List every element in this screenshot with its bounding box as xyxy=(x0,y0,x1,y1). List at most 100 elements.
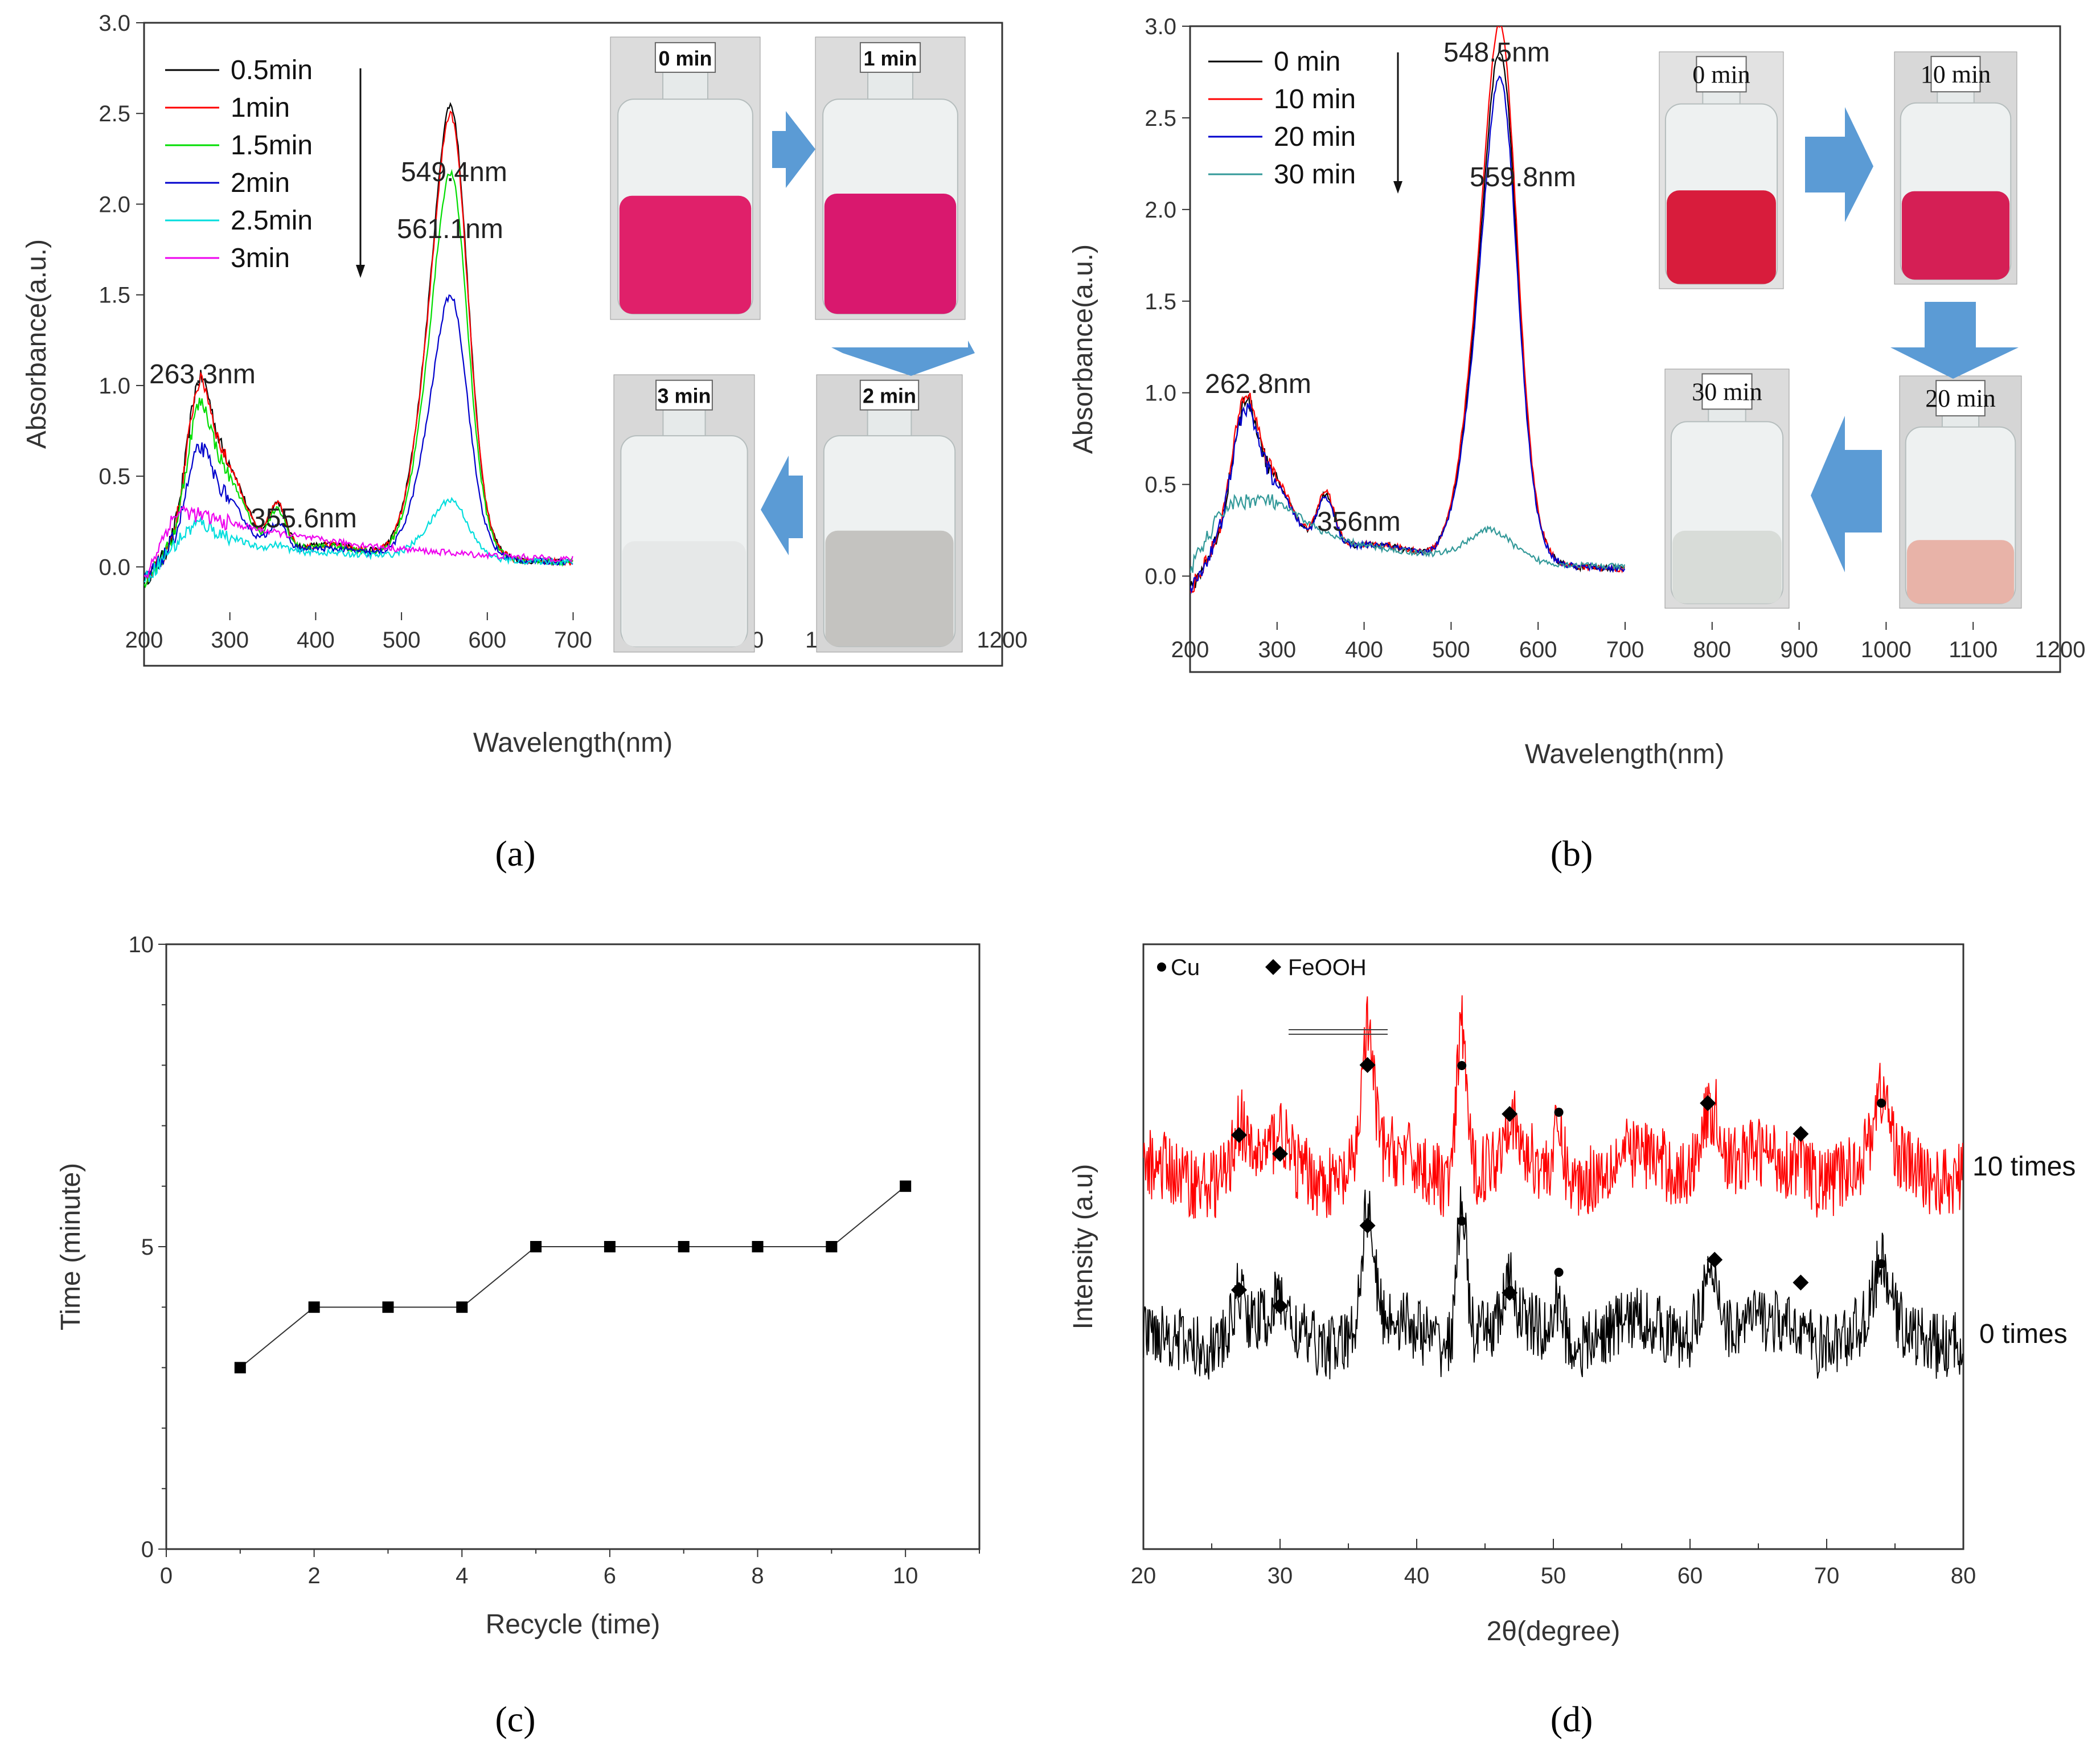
data-point-3 xyxy=(382,1301,394,1313)
y-tick-label: 5 xyxy=(141,1235,154,1260)
bottle-liquid xyxy=(1672,530,1782,604)
bottle-liquid xyxy=(824,193,957,314)
legend-cu-label: Cu xyxy=(1171,955,1200,980)
peak-annotation-1: 355.6nm xyxy=(251,503,357,534)
trend-arrowhead-b xyxy=(1393,181,1402,194)
panel-label-b: (b) xyxy=(1551,833,1593,874)
photo-label-box xyxy=(1930,56,1981,93)
x-axis-label-b: Wavelength(nm) xyxy=(1525,739,1724,769)
legend-label-4: 2.5min xyxy=(231,206,313,236)
x-tick-label: 50 xyxy=(1541,1563,1566,1588)
panel-label-a: (a) xyxy=(495,833,535,874)
peak-annotations-b: 262.8nm 356nm 548.5nm 559.8nm xyxy=(1205,38,1576,537)
legend-label-3: 2min xyxy=(231,168,290,198)
data-point-4 xyxy=(456,1301,468,1313)
arrow-right-b xyxy=(1805,107,1873,222)
panel-label-c: (c) xyxy=(495,1699,535,1739)
arrow-left-a xyxy=(761,456,803,555)
data-point-7 xyxy=(678,1241,690,1252)
ticks-c: 0 2 4 6 8 10 0 5 10 xyxy=(129,932,980,1588)
xrd-patterns-d xyxy=(1143,995,1963,1380)
photo-label-box xyxy=(654,42,716,73)
photo-label-box xyxy=(859,379,920,411)
spectrum-line-2.5min xyxy=(144,497,573,583)
spectra-b xyxy=(1190,26,1626,594)
peak-annotation-0: 263.3nm xyxy=(149,359,256,390)
y-tick-label: 3.0 xyxy=(1145,14,1176,39)
y-axis-label-b: Absorbance(a.u.) xyxy=(1068,244,1098,454)
data-point-1 xyxy=(234,1362,246,1374)
arrow-right-a xyxy=(772,111,815,188)
y-tick-label: 1.5 xyxy=(99,283,130,308)
data-point-8 xyxy=(752,1241,764,1252)
cu-marker xyxy=(1457,1061,1467,1070)
x-tick-label: 400 xyxy=(297,628,335,653)
x-tick-label: 20 xyxy=(1131,1563,1156,1588)
cu-marker xyxy=(1457,1216,1467,1226)
y-tick-label: 2.5 xyxy=(1145,106,1176,131)
x-tick-label: 700 xyxy=(554,628,592,653)
spectrum-line-2min xyxy=(144,294,573,578)
data-point-6 xyxy=(604,1241,616,1252)
x-tick-label: 300 xyxy=(1258,637,1296,662)
arrow-left-b xyxy=(1811,416,1882,572)
bottle-liquid xyxy=(1901,191,2010,280)
x-tick-label: 1200 xyxy=(977,628,1028,653)
legend-label-5: 3min xyxy=(231,243,290,273)
feooh-marker xyxy=(1231,1282,1247,1298)
peak-annotations-a: 263.3nm 355.6nm 549.4nm 561.1nm xyxy=(149,157,507,534)
spectrum-line-1min xyxy=(144,110,573,583)
feooh-marker xyxy=(1359,1057,1376,1073)
x-tick-label: 10 xyxy=(893,1563,918,1588)
x-axis-label-d: 2θ(degree) xyxy=(1487,1616,1621,1646)
panel-c: 0 2 4 6 8 10 0 5 10 Recycle (time) Time (minute)… xyxy=(56,932,981,1739)
x-tick-label: 30 xyxy=(1268,1563,1293,1588)
phase-markers-d xyxy=(1231,1057,1886,1314)
xrd-pattern-10-times xyxy=(1143,995,1963,1219)
photo-label: 30 min xyxy=(1692,378,1762,405)
photo-label: 1 min xyxy=(863,47,917,70)
x-tick-label: 800 xyxy=(1693,637,1731,662)
arrow-down-b xyxy=(1890,302,2019,379)
peak-annotation-2: 549.4nm xyxy=(401,157,507,187)
y-tick-label: 2.0 xyxy=(99,192,130,217)
feooh-marker xyxy=(1793,1275,1809,1291)
photo-label: 0 min xyxy=(658,47,712,70)
y-tick-label: 0 xyxy=(141,1537,154,1562)
legend-label-0: 0.5min xyxy=(231,55,313,85)
photo-inset-a: 0 min 1 min 3 min 2 min xyxy=(610,36,975,653)
photo-label-box xyxy=(1701,373,1753,410)
spectrum-line-30min xyxy=(1190,494,1626,574)
feooh-marker xyxy=(1502,1106,1518,1122)
y-tick-label: 0.0 xyxy=(1145,564,1176,589)
y-tick-label: 2.5 xyxy=(99,101,130,126)
x-tick-label: 200 xyxy=(125,628,163,653)
panel-label-d: (d) xyxy=(1551,1699,1593,1739)
x-tick-label: 500 xyxy=(1432,637,1470,662)
x-axis-label-a: Wavelength(nm) xyxy=(473,728,672,758)
series-label-10-times: 10 times xyxy=(1972,1152,2076,1182)
legend-cu-marker xyxy=(1157,962,1166,972)
y-tick-label: 1.5 xyxy=(1145,289,1176,314)
x-tick-label: 60 xyxy=(1677,1563,1703,1588)
x-tick-label: 500 xyxy=(383,628,421,653)
photo-label: 3 min xyxy=(657,384,711,408)
y-tick-label: 1.0 xyxy=(1145,381,1176,406)
peak-annotation-3: 559.8nm xyxy=(1470,162,1576,192)
spectrum-line-10min xyxy=(1190,26,1625,593)
spectra-a xyxy=(144,102,573,588)
plot-frame-d xyxy=(1142,943,1964,1550)
photo-label: 10 min xyxy=(1921,60,1991,88)
panel-a: 2003004005006007008009001000110012000.00… xyxy=(22,11,1027,874)
legend-label-1: 1min xyxy=(231,93,290,123)
legend-a: 0.5min 1min 1.5min 2min 2.5min 3min xyxy=(165,55,313,273)
feooh-marker xyxy=(1502,1285,1518,1301)
x-tick-label: 400 xyxy=(1345,637,1383,662)
x-tick-label: 70 xyxy=(1814,1563,1840,1588)
spectrum-line-0min xyxy=(1190,49,1625,589)
bottle-liquid xyxy=(1667,190,1776,284)
peak-annotation-2: 548.5nm xyxy=(1443,38,1550,68)
x-tick-label: 6 xyxy=(604,1563,616,1588)
peak-annotation-3: 561.1nm xyxy=(397,214,503,244)
